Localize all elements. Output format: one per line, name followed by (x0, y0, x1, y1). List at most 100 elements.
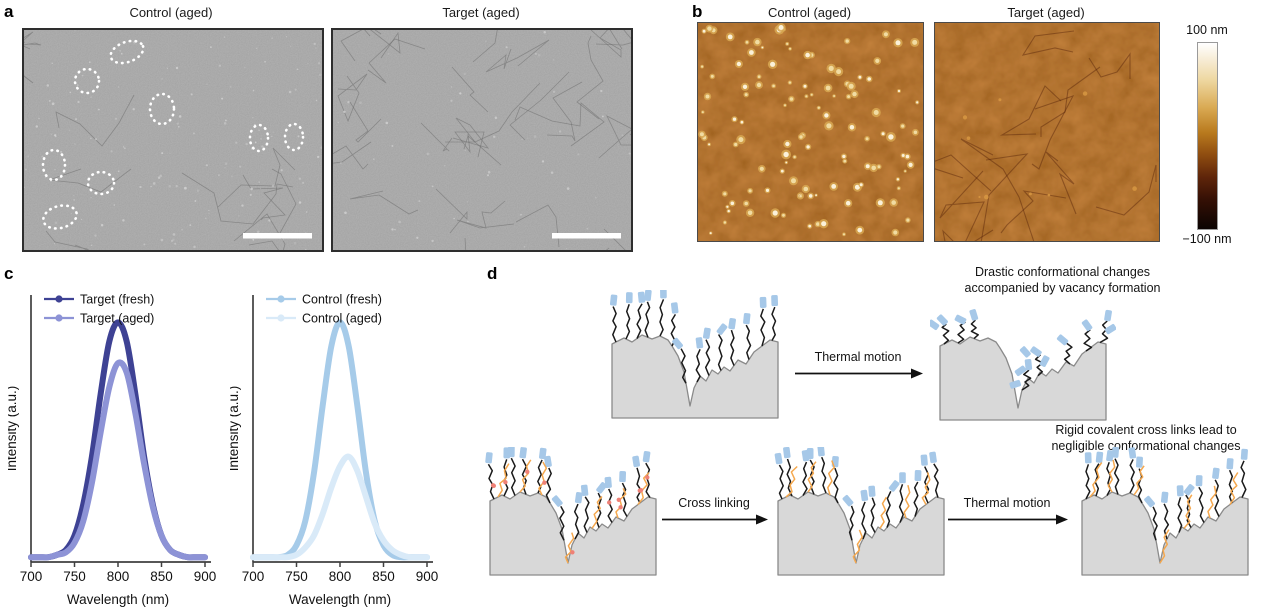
ligand-head (672, 337, 683, 350)
arrow-cross-linking-label: Cross linking (678, 496, 750, 510)
y-axis-label: Intensity (a.u.) (8, 386, 19, 472)
arrow-thermal-motion-bottom: Thermal motion (946, 496, 1068, 526)
ligand-head (936, 314, 948, 326)
ligand-head (632, 455, 641, 468)
ligand-head (508, 447, 515, 458)
pl-spectra-chart-target: 700 750 800 850 900 Wavelength (nm) Intensity … (8, 293, 217, 608)
ligand-head (774, 452, 783, 465)
panel-b-title-control: Control (aged) (767, 5, 852, 20)
ligand-head (1014, 365, 1027, 377)
perovskite-surface (489, 491, 657, 576)
ligand-head (759, 296, 767, 308)
sem-image-target-aged (331, 28, 633, 252)
spectrum-curve (250, 453, 430, 561)
arrow-thermal-motion-top: Thermal motion (793, 350, 923, 380)
ligand-head (642, 450, 651, 463)
defect-ellipse-annotation (283, 122, 305, 152)
ligand-head (660, 290, 667, 299)
caption-vacancy-formation: Drastic conformational changes accompani… (964, 265, 1161, 295)
ligand-head (1104, 309, 1112, 322)
colorbar-max-label: 100 nm (1186, 23, 1228, 37)
x-tick-label: 850 (372, 569, 395, 584)
x-axis-label: Wavelength (nm) (289, 592, 391, 607)
diagram-surface-reactive-sites (485, 447, 657, 576)
x-tick-label: 800 (107, 569, 130, 584)
reactive-site-dot (645, 475, 650, 480)
ligand-head (842, 495, 854, 507)
right-arrow-icon (795, 368, 923, 379)
ligand-head (728, 317, 736, 330)
reactive-site-dot (616, 497, 621, 502)
panel-a-label: a (4, 2, 14, 21)
diagram-surface-ordered (609, 290, 779, 419)
reactive-site-dot (607, 500, 612, 505)
ligand-head (1009, 379, 1022, 389)
perovskite-surface (777, 491, 945, 576)
defect-ellipse-annotation (109, 39, 145, 65)
ligand-head (1212, 467, 1220, 480)
ligand-head (695, 337, 704, 349)
arrow-cross-linking: Cross linking (660, 496, 768, 526)
ligand-head (644, 290, 652, 301)
reactive-site-dot (542, 480, 547, 485)
x-tick-label: 750 (63, 569, 86, 584)
ligand-head (914, 469, 922, 482)
legend-label: Target (aged) (80, 312, 154, 326)
ligand-head (806, 448, 814, 459)
defect-ellipse-annotation (73, 67, 101, 95)
ligand-head (1195, 475, 1203, 487)
defect-ellipse-annotation (248, 123, 270, 153)
ligand-head (519, 447, 527, 459)
defect-ellipse-annotation (42, 204, 78, 230)
spectrum-curve (28, 319, 208, 561)
ligand-head (1095, 451, 1104, 463)
panel-b-label: b (692, 2, 703, 21)
ligand-head (899, 472, 906, 484)
ligand-head (920, 454, 928, 466)
y-axis-label: Intensity (a.u.) (230, 386, 241, 472)
ligand-head (1183, 484, 1195, 496)
scale-bar (243, 233, 312, 239)
ligand-head (539, 447, 547, 460)
ligand-head (1144, 495, 1155, 508)
ligand-head (1081, 319, 1093, 332)
reactive-site-dot (525, 469, 530, 474)
height-colorbar (1197, 42, 1218, 230)
x-tick-label: 700 (20, 569, 43, 584)
panel-a-title-control: Control (aged) (129, 5, 213, 20)
diagram-surface-disordered (930, 309, 1116, 421)
afm-image-target-aged (934, 22, 1160, 242)
ligand-head (1084, 452, 1092, 464)
x-axis-label: Wavelength (nm) (67, 592, 169, 607)
sem-image-control-aged (22, 28, 324, 252)
ligand-head (1024, 358, 1033, 371)
ligand-head (930, 319, 940, 331)
ligand-head (954, 314, 967, 325)
ligand-head (888, 480, 900, 492)
afm-image-control-aged (697, 22, 924, 242)
ligand-head (817, 447, 825, 457)
ligand-head (1160, 491, 1169, 503)
ligand-head (619, 471, 627, 483)
defect-ellipse-annotation (86, 170, 116, 196)
ligand-head (1135, 456, 1143, 468)
ligand-head (574, 491, 583, 504)
arrow-thermal-motion-bottom-label: Thermal motion (963, 496, 1051, 510)
scale-bar (552, 233, 621, 239)
reactive-site-dot (618, 505, 623, 510)
panel-c-label: c (4, 264, 14, 283)
ligand-head (485, 452, 493, 464)
ligand-head (670, 302, 679, 314)
ligand-head (1039, 355, 1050, 367)
x-tick-label: 850 (150, 569, 173, 584)
caption-rigid-crosslinks: Rigid covalent cross links lead to negli… (1051, 423, 1241, 453)
legend-label: Control (aged) (302, 312, 382, 326)
reactive-site-dot (503, 480, 508, 485)
x-tick-label: 700 (242, 569, 265, 584)
ligand-head (1104, 323, 1116, 335)
ligand-head (969, 309, 979, 321)
x-tick-label: 900 (194, 569, 217, 584)
ligand-head (1030, 346, 1042, 357)
pl-spectra-chart-control: 700 750 800 850 900 Wavelength (nm) Intensity … (230, 293, 438, 608)
